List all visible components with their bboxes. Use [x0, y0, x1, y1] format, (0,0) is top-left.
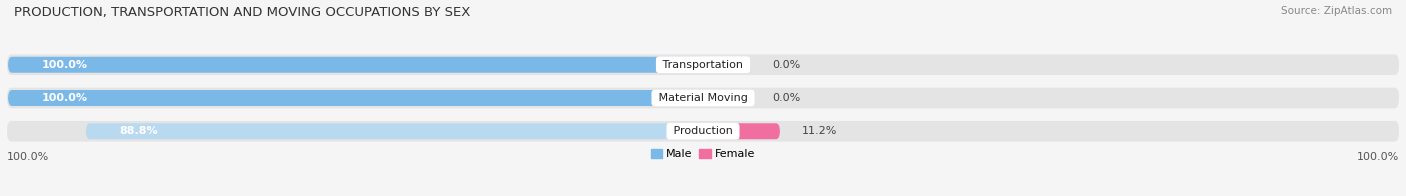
Text: 0.0%: 0.0%: [773, 60, 801, 70]
Text: Material Moving: Material Moving: [655, 93, 751, 103]
Text: 100.0%: 100.0%: [1357, 152, 1399, 162]
Text: 100.0%: 100.0%: [42, 93, 87, 103]
FancyBboxPatch shape: [703, 123, 780, 139]
Text: PRODUCTION, TRANSPORTATION AND MOVING OCCUPATIONS BY SEX: PRODUCTION, TRANSPORTATION AND MOVING OC…: [14, 6, 471, 19]
Text: 11.2%: 11.2%: [801, 126, 837, 136]
Text: 100.0%: 100.0%: [7, 152, 49, 162]
Text: 100.0%: 100.0%: [42, 60, 87, 70]
Text: 88.8%: 88.8%: [120, 126, 159, 136]
Text: Source: ZipAtlas.com: Source: ZipAtlas.com: [1281, 6, 1392, 16]
FancyBboxPatch shape: [7, 88, 1399, 108]
FancyBboxPatch shape: [8, 57, 703, 73]
FancyBboxPatch shape: [7, 121, 1399, 142]
Text: 0.0%: 0.0%: [773, 93, 801, 103]
FancyBboxPatch shape: [86, 123, 703, 139]
Text: Production: Production: [669, 126, 737, 136]
FancyBboxPatch shape: [7, 54, 1399, 75]
FancyBboxPatch shape: [8, 90, 703, 106]
Legend: Male, Female: Male, Female: [647, 145, 759, 164]
Text: Transportation: Transportation: [659, 60, 747, 70]
